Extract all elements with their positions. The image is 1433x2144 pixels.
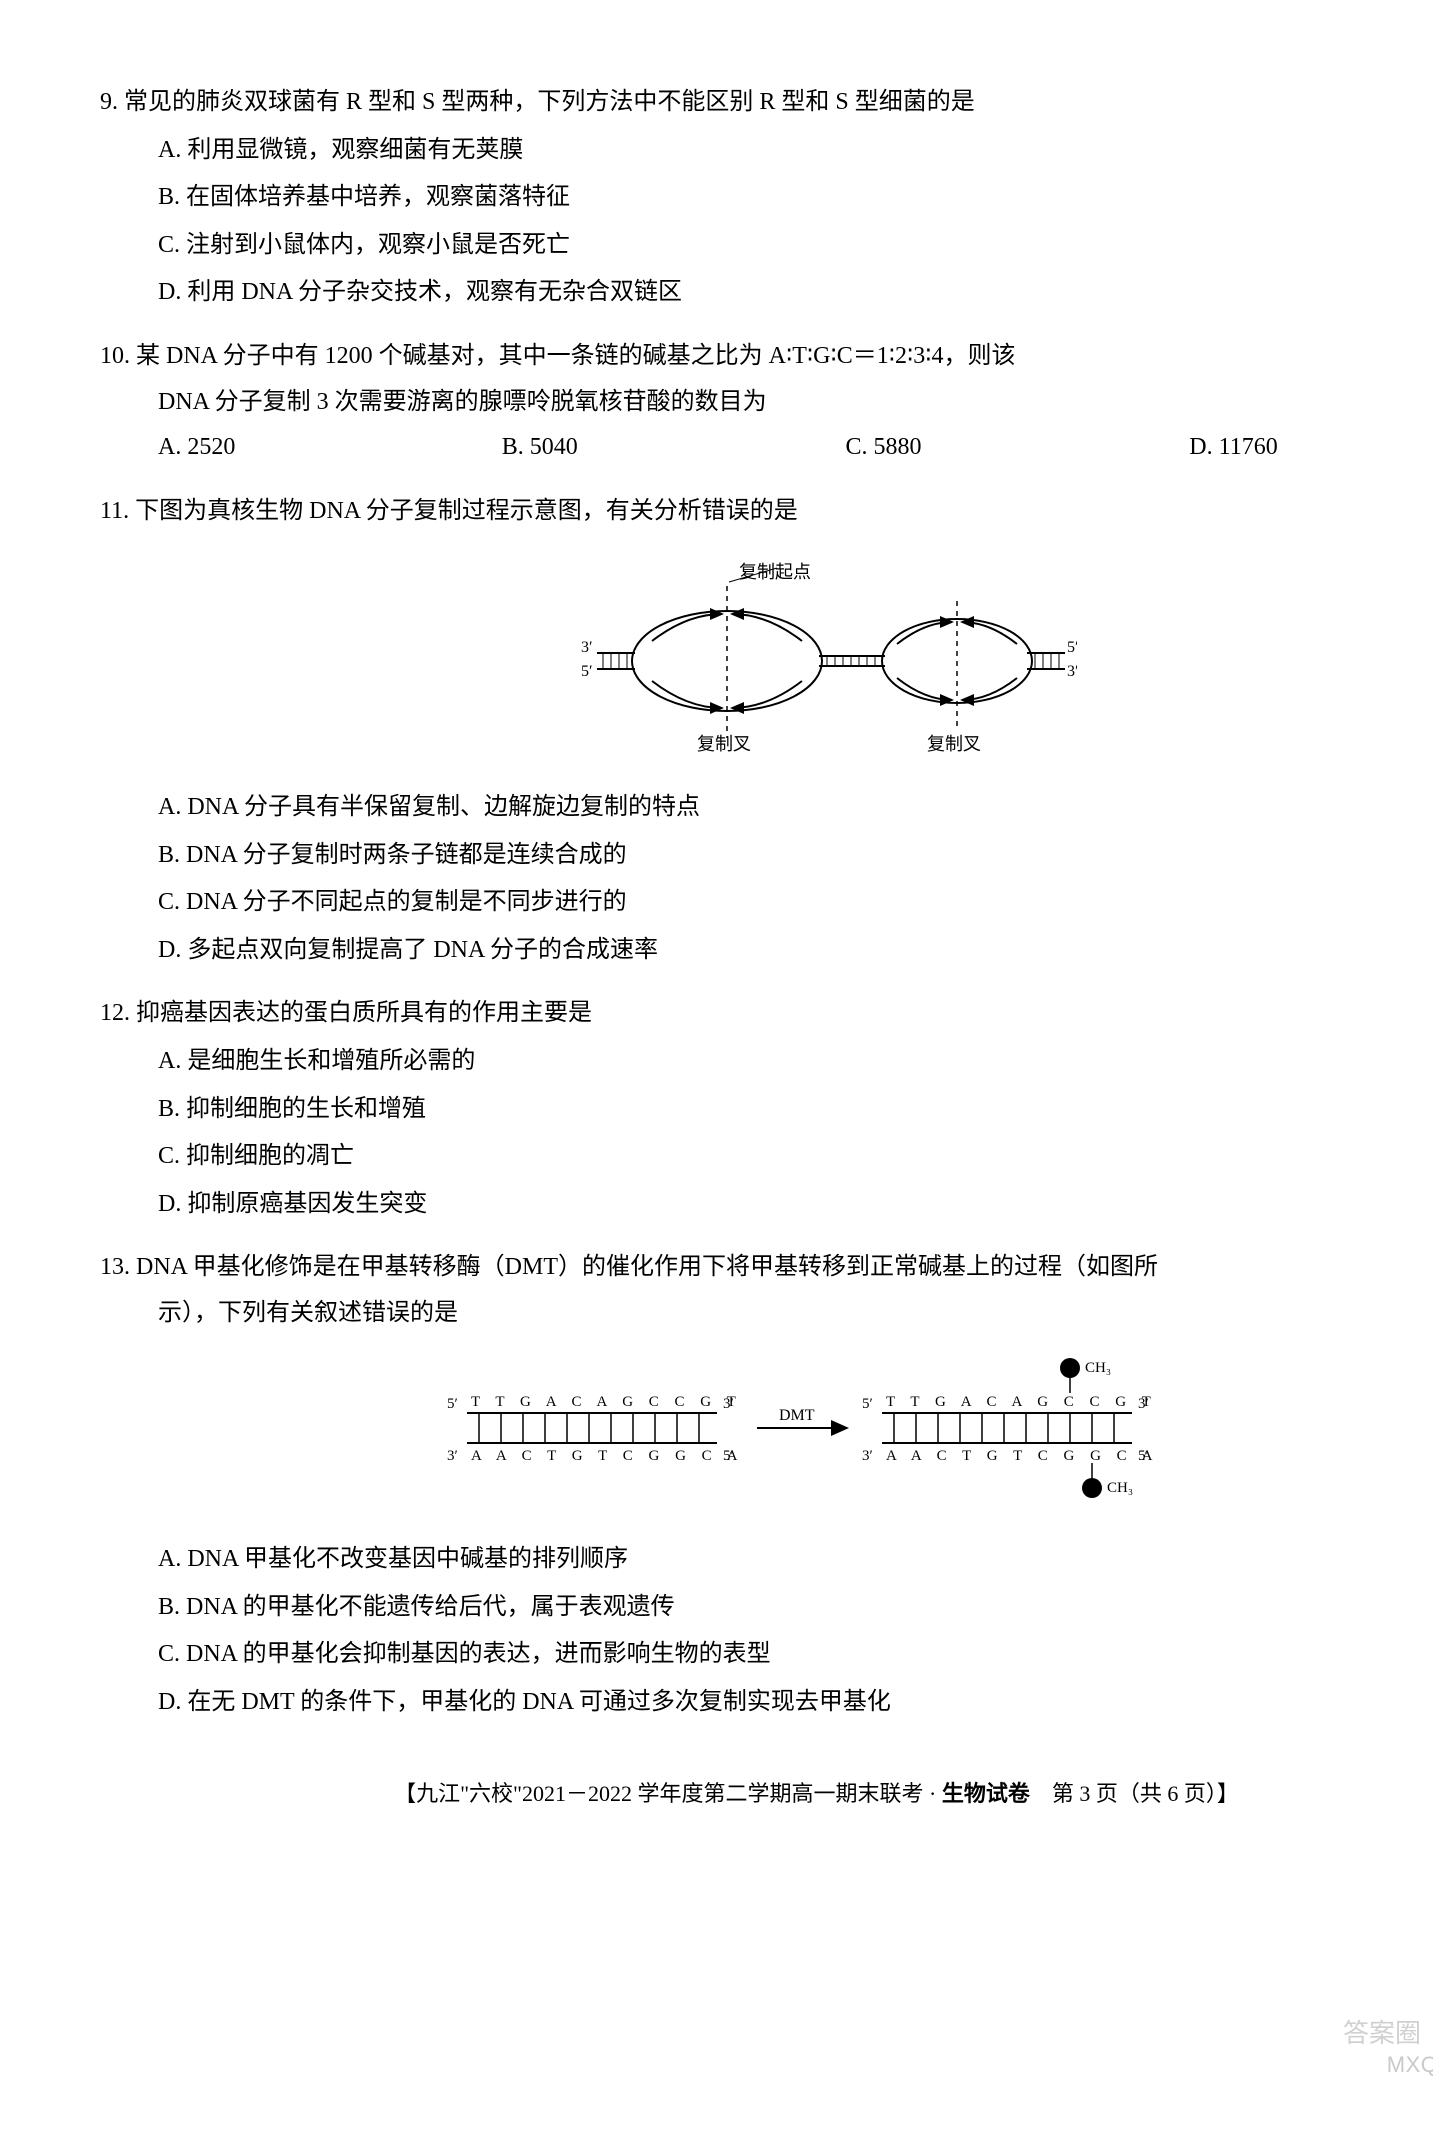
option-12-d: D. 抑制原癌基因发生突变 — [158, 1182, 1433, 1228]
q13-text: DNA 甲基化修饰是在甲基转移酶（DMT）的催化作用下将甲基转移到正常碱基上的过… — [136, 1254, 1158, 1280]
watermark-en: MXQE.COM — [1387, 2044, 1433, 2086]
q11-text: 下图为真核生物 DNA 分子复制过程示意图，有关分析错误的是 — [135, 498, 798, 524]
q11-num: 11. — [100, 498, 129, 524]
methylation-diagram-svg: T T G A C A G C C G T A A C T G T C G G … — [407, 1348, 1227, 1508]
right-5p: 5′ — [862, 1396, 873, 1412]
option-12-c: C. 抑制细胞的凋亡 — [158, 1134, 1433, 1180]
option-9-a: A. 利用显微镜，观察细菌有无荚膜 — [158, 128, 1433, 174]
footer-text2: 第 3 页（共 6 页）】 — [1030, 1781, 1239, 1806]
question-9-stem: 9. 常见的肺炎双球菌有 R 型和 S 型两种，下列方法中不能区别 R 型和 S… — [100, 80, 1433, 126]
option-13-a: A. DNA 甲基化不改变基因中碱基的排列顺序 — [158, 1537, 1433, 1583]
left-3p: 3′ — [447, 1448, 458, 1464]
question-10-stem: 10. 某 DNA 分子中有 1200 个碱基对，其中一条链的碱基之比为 A∶T… — [100, 334, 1433, 380]
label-3-right: 3′ — [1067, 663, 1077, 680]
figure-dna-methylation: T T G A C A G C C G T A A C T G T C G G … — [100, 1348, 1433, 1525]
option-9-c: C. 注射到小鼠体内，观察小鼠是否死亡 — [158, 223, 1433, 269]
q13-num: 13. — [100, 1254, 130, 1280]
option-11-c: C. DNA 分子不同起点的复制是不同步进行的 — [158, 880, 1433, 926]
option-10-c: C. 5880 — [846, 425, 1190, 471]
figure-dna-replication: 复制起点 复制叉 复制叉 3′ 5′ 5′ 3′ — [100, 546, 1433, 773]
label-3-left: 3′ — [581, 639, 593, 656]
right-5p-r: 5′ — [1138, 1448, 1149, 1464]
left-seq-top: T T G A C A G C C G T — [471, 1394, 742, 1410]
option-10-b: B. 5040 — [502, 425, 846, 471]
option-11-b: B. DNA 分子复制时两条子链都是连续合成的 — [158, 833, 1433, 879]
q10-text2: DNA 分子复制 3 次需要游离的腺嘌呤脱氧核苷酸的数目为 — [100, 380, 1433, 426]
right-3p-r: 3′ — [1138, 1396, 1149, 1412]
q10-num: 10. — [100, 343, 130, 369]
label-fork-right: 复制叉 — [927, 734, 981, 754]
right-dna: T T G A C A G C C G T A A C T G T C G G … — [862, 1358, 1158, 1498]
question-9: 9. 常见的肺炎双球菌有 R 型和 S 型两种，下列方法中不能区别 R 型和 S… — [100, 80, 1433, 316]
option-12-a: A. 是细胞生长和增殖所必需的 — [158, 1039, 1433, 1085]
label-origin: 复制起点 — [739, 562, 811, 582]
q12-num: 12. — [100, 1000, 130, 1026]
q12-options: A. 是细胞生长和增殖所必需的 B. 抑制细胞的生长和增殖 C. 抑制细胞的凋亡… — [100, 1039, 1433, 1227]
left-dna: T T G A C A G C C G T A A C T G T C G G … — [447, 1394, 743, 1464]
left-seq-bot: A A C T G T C G G C A — [471, 1448, 743, 1464]
question-10: 10. 某 DNA 分子中有 1200 个碱基对，其中一条链的碱基之比为 A∶T… — [100, 334, 1433, 471]
option-9-b: B. 在固体培养基中培养，观察菌落特征 — [158, 175, 1433, 221]
question-13-stem: 13. DNA 甲基化修饰是在甲基转移酶（DMT）的催化作用下将甲基转移到正常碱… — [100, 1245, 1433, 1291]
question-11: 11. 下图为真核生物 DNA 分子复制过程示意图，有关分析错误的是 — [100, 489, 1433, 974]
option-10-a: A. 2520 — [158, 425, 502, 471]
q13-text2: 示），下列有关叙述错误的是 — [100, 1291, 1433, 1337]
option-11-a: A. DNA 分子具有半保留复制、边解旋边复制的特点 — [158, 785, 1433, 831]
q10-text: 某 DNA 分子中有 1200 个碱基对，其中一条链的碱基之比为 A∶T∶G∶C… — [136, 343, 1015, 369]
question-12-stem: 12. 抑癌基因表达的蛋白质所具有的作用主要是 — [100, 991, 1433, 1037]
q9-num: 9. — [100, 89, 118, 115]
option-13-d: D. 在无 DMT 的条件下，甲基化的 DNA 可通过多次复制实现去甲基化 — [158, 1680, 1433, 1726]
left-3p-r: 3′ — [723, 1396, 734, 1412]
right-3p: 3′ — [862, 1448, 873, 1464]
label-5-left: 5′ — [581, 663, 593, 680]
footer-text1: 【九江"六校"2021－2022 学年度第二学期高一期末联考 · — [394, 1781, 942, 1806]
left-5p: 5′ — [447, 1396, 458, 1412]
question-12: 12. 抑癌基因表达的蛋白质所具有的作用主要是 A. 是细胞生长和增殖所必需的 … — [100, 991, 1433, 1227]
left-5p-r: 5′ — [723, 1448, 734, 1464]
replication-diagram-svg: 复制起点 复制叉 复制叉 3′ 5′ 5′ 3′ — [557, 546, 1077, 756]
option-12-b: B. 抑制细胞的生长和增殖 — [158, 1087, 1433, 1133]
q12-text: 抑癌基因表达的蛋白质所具有的作用主要是 — [136, 1000, 592, 1026]
option-11-d: D. 多起点双向复制提高了 DNA 分子的合成速率 — [158, 928, 1433, 974]
q10-options: A. 2520 B. 5040 C. 5880 D. 11760 — [100, 425, 1433, 471]
option-9-d: D. 利用 DNA 分子杂交技术，观察有无杂合双链区 — [158, 270, 1433, 316]
right-seq-top: T T G A C A G C C G T — [886, 1394, 1157, 1410]
enzyme-label: DMT — [779, 1407, 815, 1424]
label-fork-left: 复制叉 — [697, 734, 751, 754]
footer-bold: 生物试卷 — [942, 1781, 1030, 1806]
q9-options: A. 利用显微镜，观察细菌有无荚膜 B. 在固体培养基中培养，观察菌落特征 C.… — [100, 128, 1433, 316]
q11-options: A. DNA 分子具有半保留复制、边解旋边复制的特点 B. DNA 分子复制时两… — [100, 785, 1433, 973]
question-13: 13. DNA 甲基化修饰是在甲基转移酶（DMT）的催化作用下将甲基转移到正常碱… — [100, 1245, 1433, 1725]
ch3-bot: CH₃ — [1107, 1480, 1133, 1496]
label-5-right: 5′ — [1067, 639, 1077, 656]
option-13-c: C. DNA 的甲基化会抑制基因的表达，进而影响生物的表型 — [158, 1632, 1433, 1678]
q13-options: A. DNA 甲基化不改变基因中碱基的排列顺序 B. DNA 的甲基化不能遗传给… — [100, 1537, 1433, 1725]
q9-text: 常见的肺炎双球菌有 R 型和 S 型两种，下列方法中不能区别 R 型和 S 型细… — [124, 89, 975, 115]
page-footer: 【九江"六校"2021－2022 学年度第二学期高一期末联考 · 生物试卷 第 … — [100, 1773, 1433, 1815]
right-seq-bot: A A C T G T C G G C A — [886, 1448, 1158, 1464]
option-10-d: D. 11760 — [1189, 425, 1433, 471]
question-11-stem: 11. 下图为真核生物 DNA 分子复制过程示意图，有关分析错误的是 — [100, 489, 1433, 535]
ch3-top: CH₃ — [1085, 1360, 1111, 1376]
option-13-b: B. DNA 的甲基化不能遗传给后代，属于表观遗传 — [158, 1585, 1433, 1631]
